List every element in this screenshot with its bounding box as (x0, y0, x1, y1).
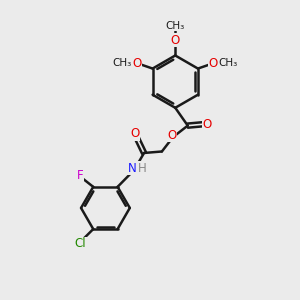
Text: O: O (209, 57, 218, 70)
Text: CH₃: CH₃ (113, 58, 132, 68)
Text: O: O (133, 57, 142, 70)
Text: O: O (202, 118, 212, 130)
Text: O: O (130, 128, 140, 140)
Text: F: F (77, 169, 84, 182)
Text: CH₃: CH₃ (166, 21, 185, 31)
Text: CH₃: CH₃ (219, 58, 238, 68)
Text: Cl: Cl (74, 237, 86, 250)
Text: O: O (167, 129, 177, 142)
Text: H: H (138, 162, 147, 175)
Text: O: O (171, 34, 180, 46)
Text: N: N (128, 162, 136, 175)
